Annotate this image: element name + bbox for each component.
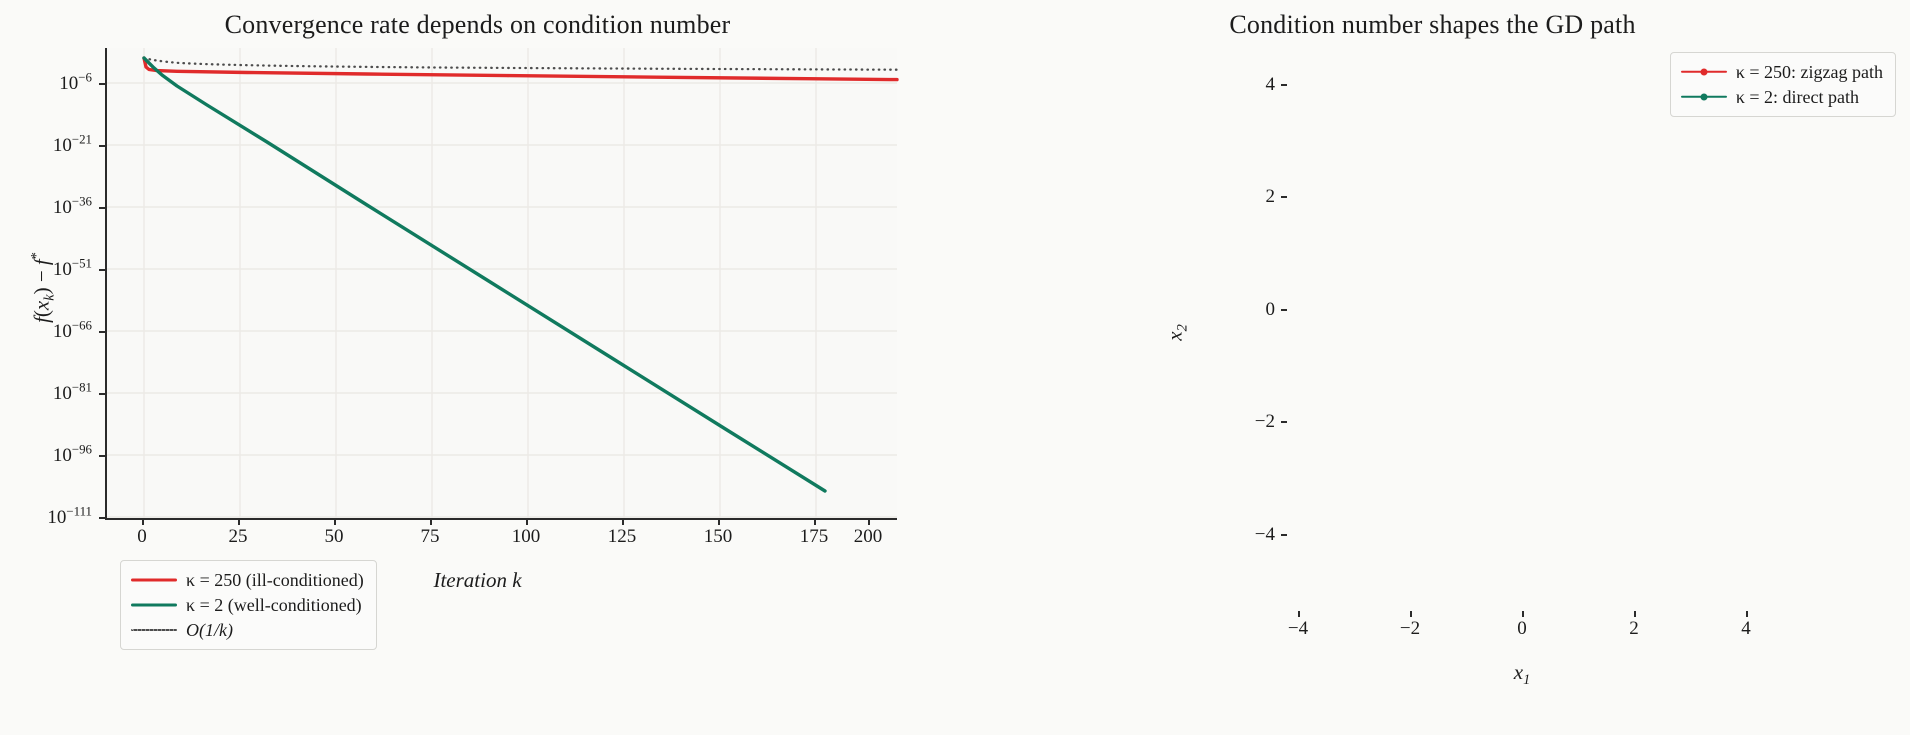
legend-label: κ = 2: direct path — [1735, 86, 1859, 107]
x-tickmark — [814, 519, 816, 525]
y-tick-label: 2 — [1265, 186, 1276, 207]
x-tick-label: 150 — [703, 526, 733, 547]
left-panel-title: Convergence rate depends on condition nu… — [224, 10, 731, 39]
legend-item-kappa-250[interactable]: κ = 250 (ill-conditioned) — [131, 569, 364, 591]
x-tickmark — [1746, 611, 1748, 617]
grid-lines — [107, 48, 897, 518]
x-tickmark — [718, 519, 720, 525]
series-o-1-over-k — [142, 56, 899, 71]
left-plot-svg — [107, 48, 899, 518]
y-tickmark — [99, 393, 105, 395]
legend-item-kappa-2-direct[interactable]: κ = 2: direct path — [1680, 86, 1883, 108]
left-yaxis-label: f(xk) − f* — [28, 252, 58, 323]
legend-swatch-line-icon — [131, 573, 177, 587]
x-tick-label: −2 — [1399, 618, 1421, 639]
x-tick-label: −4 — [1287, 618, 1309, 639]
legend-swatch-line-icon — [131, 598, 177, 612]
y-tickmark — [1281, 84, 1287, 86]
legend-swatch-line-marker-icon — [1680, 65, 1727, 79]
right-legend[interactable]: κ = 250: zigzag path κ = 2: direct path — [1669, 52, 1896, 117]
x-tickmark — [1410, 611, 1412, 617]
y-tickmark — [99, 269, 105, 271]
x-tickmark — [1522, 611, 1524, 617]
legend-label: κ = 2 (well-conditioned) — [186, 594, 362, 615]
legend-label: κ = 250: zigzag path — [1735, 61, 1883, 82]
series-kappa-2 — [142, 56, 827, 493]
left-plot-area — [105, 48, 899, 520]
y-tickmark — [1281, 309, 1287, 311]
legend-item-kappa-250-zigzag[interactable]: κ = 250: zigzag path — [1680, 61, 1883, 83]
left-legend[interactable]: κ = 250 (ill-conditioned) κ = 2 (well-co… — [120, 560, 377, 650]
x-tick-label: 175 — [799, 526, 829, 547]
x-tickmark — [238, 519, 240, 525]
y-tick-label: −2 — [1254, 411, 1275, 432]
y-tick-label: 10−81 — [52, 379, 92, 404]
x-tick-label: 200 — [853, 526, 883, 547]
x-tick-label: 0 — [137, 526, 147, 547]
x-tick-label: 75 — [420, 526, 440, 547]
right-panel-title: Condition number shapes the GD path — [1229, 10, 1636, 39]
right-yaxis-label: x2 — [1162, 324, 1191, 341]
x-tickmark — [430, 519, 432, 525]
x-tickmark — [1298, 611, 1300, 617]
y-tick-label: 10−21 — [52, 131, 92, 156]
panel-gd-path: Condition number shapes the GD path 4 2 … — [955, 0, 1910, 735]
y-tick-label: 10−66 — [52, 317, 92, 342]
x-tick-label: 100 — [511, 526, 541, 547]
x-tick-label: 0 — [1517, 618, 1527, 639]
y-tick-label: −4 — [1254, 524, 1275, 545]
y-tick-label: 10−51 — [52, 255, 92, 280]
x-tickmark — [526, 519, 528, 525]
y-tickmark — [1281, 421, 1287, 423]
y-tickmark — [99, 517, 105, 519]
y-tick-label: 10−6 — [59, 69, 92, 94]
y-tick-label: 4 — [1265, 74, 1276, 95]
y-tick-label: 0 — [1265, 299, 1276, 320]
x-tick-label: 4 — [1741, 618, 1751, 639]
y-tickmark — [99, 83, 105, 85]
x-tick-label: 2 — [1629, 618, 1639, 639]
x-tickmark — [622, 519, 624, 525]
x-tickmark — [334, 519, 336, 525]
panel-convergence-rate: Convergence rate depends on condition nu… — [28, 10, 899, 650]
series-kappa-250 — [142, 56, 899, 82]
legend-swatch-line-marker-icon — [1680, 90, 1727, 104]
x-tickmark — [142, 519, 144, 525]
legend-item-o-1-over-k[interactable]: O(1/k) — [131, 619, 364, 641]
y-tick-label: 10−36 — [52, 193, 92, 218]
y-tickmark — [99, 145, 105, 147]
right-xaxis-label: x1 — [1513, 660, 1531, 689]
legend-label: κ = 250 (ill-conditioned) — [186, 569, 364, 590]
legend-item-kappa-2[interactable]: κ = 2 (well-conditioned) — [131, 594, 364, 616]
y-tickmark — [99, 455, 105, 457]
y-tick-label: 10−96 — [52, 441, 92, 466]
y-tick-label: 10−111 — [47, 503, 92, 528]
x-tickmark — [1634, 611, 1636, 617]
y-tickmark — [99, 331, 105, 333]
y-tickmark — [1281, 534, 1287, 536]
x-tick-label: 125 — [607, 526, 637, 547]
left-xaxis-label: Iteration k — [433, 568, 522, 592]
legend-label: O(1/k) — [186, 619, 233, 640]
x-tickmark — [868, 519, 870, 525]
x-tick-label: 50 — [324, 526, 344, 547]
legend-swatch-dotted-icon — [131, 623, 177, 637]
y-tickmark — [1281, 196, 1287, 198]
x-tick-label: 25 — [228, 526, 248, 547]
y-tickmark — [99, 207, 105, 209]
